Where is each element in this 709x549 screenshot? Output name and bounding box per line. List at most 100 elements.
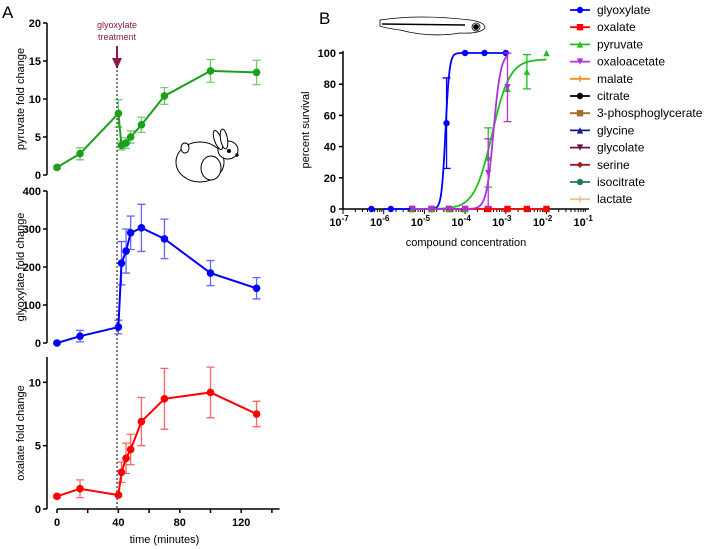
y-axis-label: pyruvate fold change bbox=[15, 48, 27, 150]
legend-label: oxalate bbox=[597, 20, 636, 34]
data-point bbox=[408, 205, 416, 213]
y-tick-label: 5 bbox=[35, 132, 41, 144]
data-point bbox=[543, 49, 550, 57]
zebrafish-icon bbox=[379, 16, 486, 36]
legend-marker bbox=[576, 41, 584, 48]
y-axis-label: percent survival bbox=[300, 91, 312, 168]
legend-label: 3-phosphoglycerate bbox=[597, 106, 703, 120]
y-tick-label: 15 bbox=[29, 56, 41, 68]
data-point bbox=[481, 49, 488, 57]
data-point bbox=[76, 149, 84, 158]
legend-item-pyruvate: pyruvate bbox=[570, 37, 643, 51]
data-point bbox=[137, 121, 146, 129]
data-point bbox=[252, 410, 261, 418]
legend-item-citrate: citrate bbox=[570, 89, 630, 103]
y-tick-label: 100 bbox=[318, 48, 336, 60]
panel-label-a: A bbox=[2, 3, 14, 22]
x-tick-label: 10-4 bbox=[451, 214, 471, 229]
y-tick-label: 400 bbox=[23, 186, 41, 198]
legend-label: oxaloacetate bbox=[597, 55, 665, 69]
legend-label: glycolate bbox=[597, 141, 645, 155]
series-pyruvate bbox=[408, 49, 550, 213]
x-tick-base: 10 bbox=[451, 217, 463, 229]
legend-label: serine bbox=[597, 158, 630, 172]
data-point bbox=[53, 163, 61, 172]
y-tick-label: 100 bbox=[23, 300, 41, 312]
y-tick-label: 20 bbox=[324, 173, 336, 185]
y-tick-label: 60 bbox=[324, 110, 336, 122]
x-tick-base: 10 bbox=[492, 217, 504, 229]
x-tick-label: 10-5 bbox=[411, 214, 431, 229]
data-point bbox=[206, 67, 215, 75]
legend-marker bbox=[576, 161, 584, 168]
y-tick-label: 0 bbox=[35, 504, 41, 516]
data-point bbox=[445, 205, 453, 213]
legend-item-lactate: lactate bbox=[570, 192, 633, 206]
chart-a-top: 0 5 10 15 20 pyruvate fold change bbox=[15, 18, 261, 182]
legend-item-isocitrate: isocitrate bbox=[570, 175, 645, 189]
data-point bbox=[523, 68, 531, 75]
legend-marker bbox=[576, 196, 584, 203]
legend-label: glyoxylate bbox=[597, 3, 651, 17]
data-point bbox=[160, 92, 169, 100]
data-point bbox=[114, 323, 123, 331]
legend-item-oxalate: oxalate bbox=[570, 20, 636, 34]
legend-marker bbox=[576, 92, 584, 100]
data-point bbox=[117, 259, 126, 268]
data-point bbox=[461, 205, 469, 213]
data-point bbox=[76, 332, 84, 340]
data-point bbox=[122, 139, 130, 147]
data-point bbox=[126, 229, 135, 237]
x-tick-exponent: -3 bbox=[504, 214, 512, 223]
legend-item-glycine: glycine bbox=[570, 123, 635, 137]
data-point bbox=[53, 339, 61, 347]
data-point bbox=[504, 84, 511, 91]
legend: glyoxylate oxalate pyruvate oxaloacetate mal… bbox=[570, 3, 703, 206]
x-tick-base: 10 bbox=[370, 217, 382, 229]
x-tick-base: 10 bbox=[329, 217, 341, 229]
legend-marker bbox=[576, 75, 584, 82]
data-point bbox=[137, 417, 146, 426]
x-tick-exponent: -5 bbox=[423, 214, 431, 223]
legend-item-malate: malate bbox=[570, 72, 633, 86]
data-point bbox=[252, 68, 261, 77]
panel-label-b: B bbox=[319, 9, 330, 28]
y-tick-label: 20 bbox=[29, 18, 41, 30]
legend-label: lactate bbox=[597, 192, 633, 206]
annotation-line1: glyoxylate bbox=[97, 20, 137, 30]
x-tick-base: 10 bbox=[411, 217, 423, 229]
y-tick-label: 200 bbox=[23, 262, 41, 274]
legend-marker bbox=[576, 58, 584, 65]
data-point bbox=[252, 284, 261, 293]
x-tick-exponent: -7 bbox=[342, 214, 350, 223]
x-tick-label: 10-7 bbox=[329, 214, 349, 229]
legend-item-3-phosphoglycerate: 3-phosphoglycerate bbox=[570, 106, 703, 120]
legend-marker bbox=[576, 144, 584, 151]
data-point bbox=[122, 454, 130, 463]
legend-label: citrate bbox=[597, 89, 630, 103]
data-point bbox=[122, 247, 130, 255]
chart-a-middle: 0 100 200 300 400 glyoxylate fold change bbox=[15, 186, 261, 350]
x-tick-label: 10-2 bbox=[533, 214, 553, 229]
data-point bbox=[160, 395, 169, 403]
data-point bbox=[485, 205, 492, 213]
data-point bbox=[126, 445, 135, 454]
legend-marker bbox=[576, 178, 584, 186]
legend-marker bbox=[576, 6, 584, 14]
data-point bbox=[543, 205, 550, 213]
data-point bbox=[504, 205, 511, 213]
x-tick-base: 10 bbox=[574, 217, 586, 229]
data-point bbox=[428, 205, 435, 213]
series-line bbox=[56, 226, 257, 344]
x-tick-label: 10-3 bbox=[492, 214, 512, 229]
y-axis-label: oxalate fold change bbox=[15, 385, 27, 480]
data-point bbox=[206, 269, 215, 277]
x-tick-label: 10-6 bbox=[370, 214, 390, 229]
series-oxaloacetate bbox=[408, 52, 512, 213]
data-point bbox=[461, 49, 469, 57]
x-tick-label: 40 bbox=[112, 517, 124, 529]
x-axis-label: compound concentration bbox=[406, 237, 526, 249]
